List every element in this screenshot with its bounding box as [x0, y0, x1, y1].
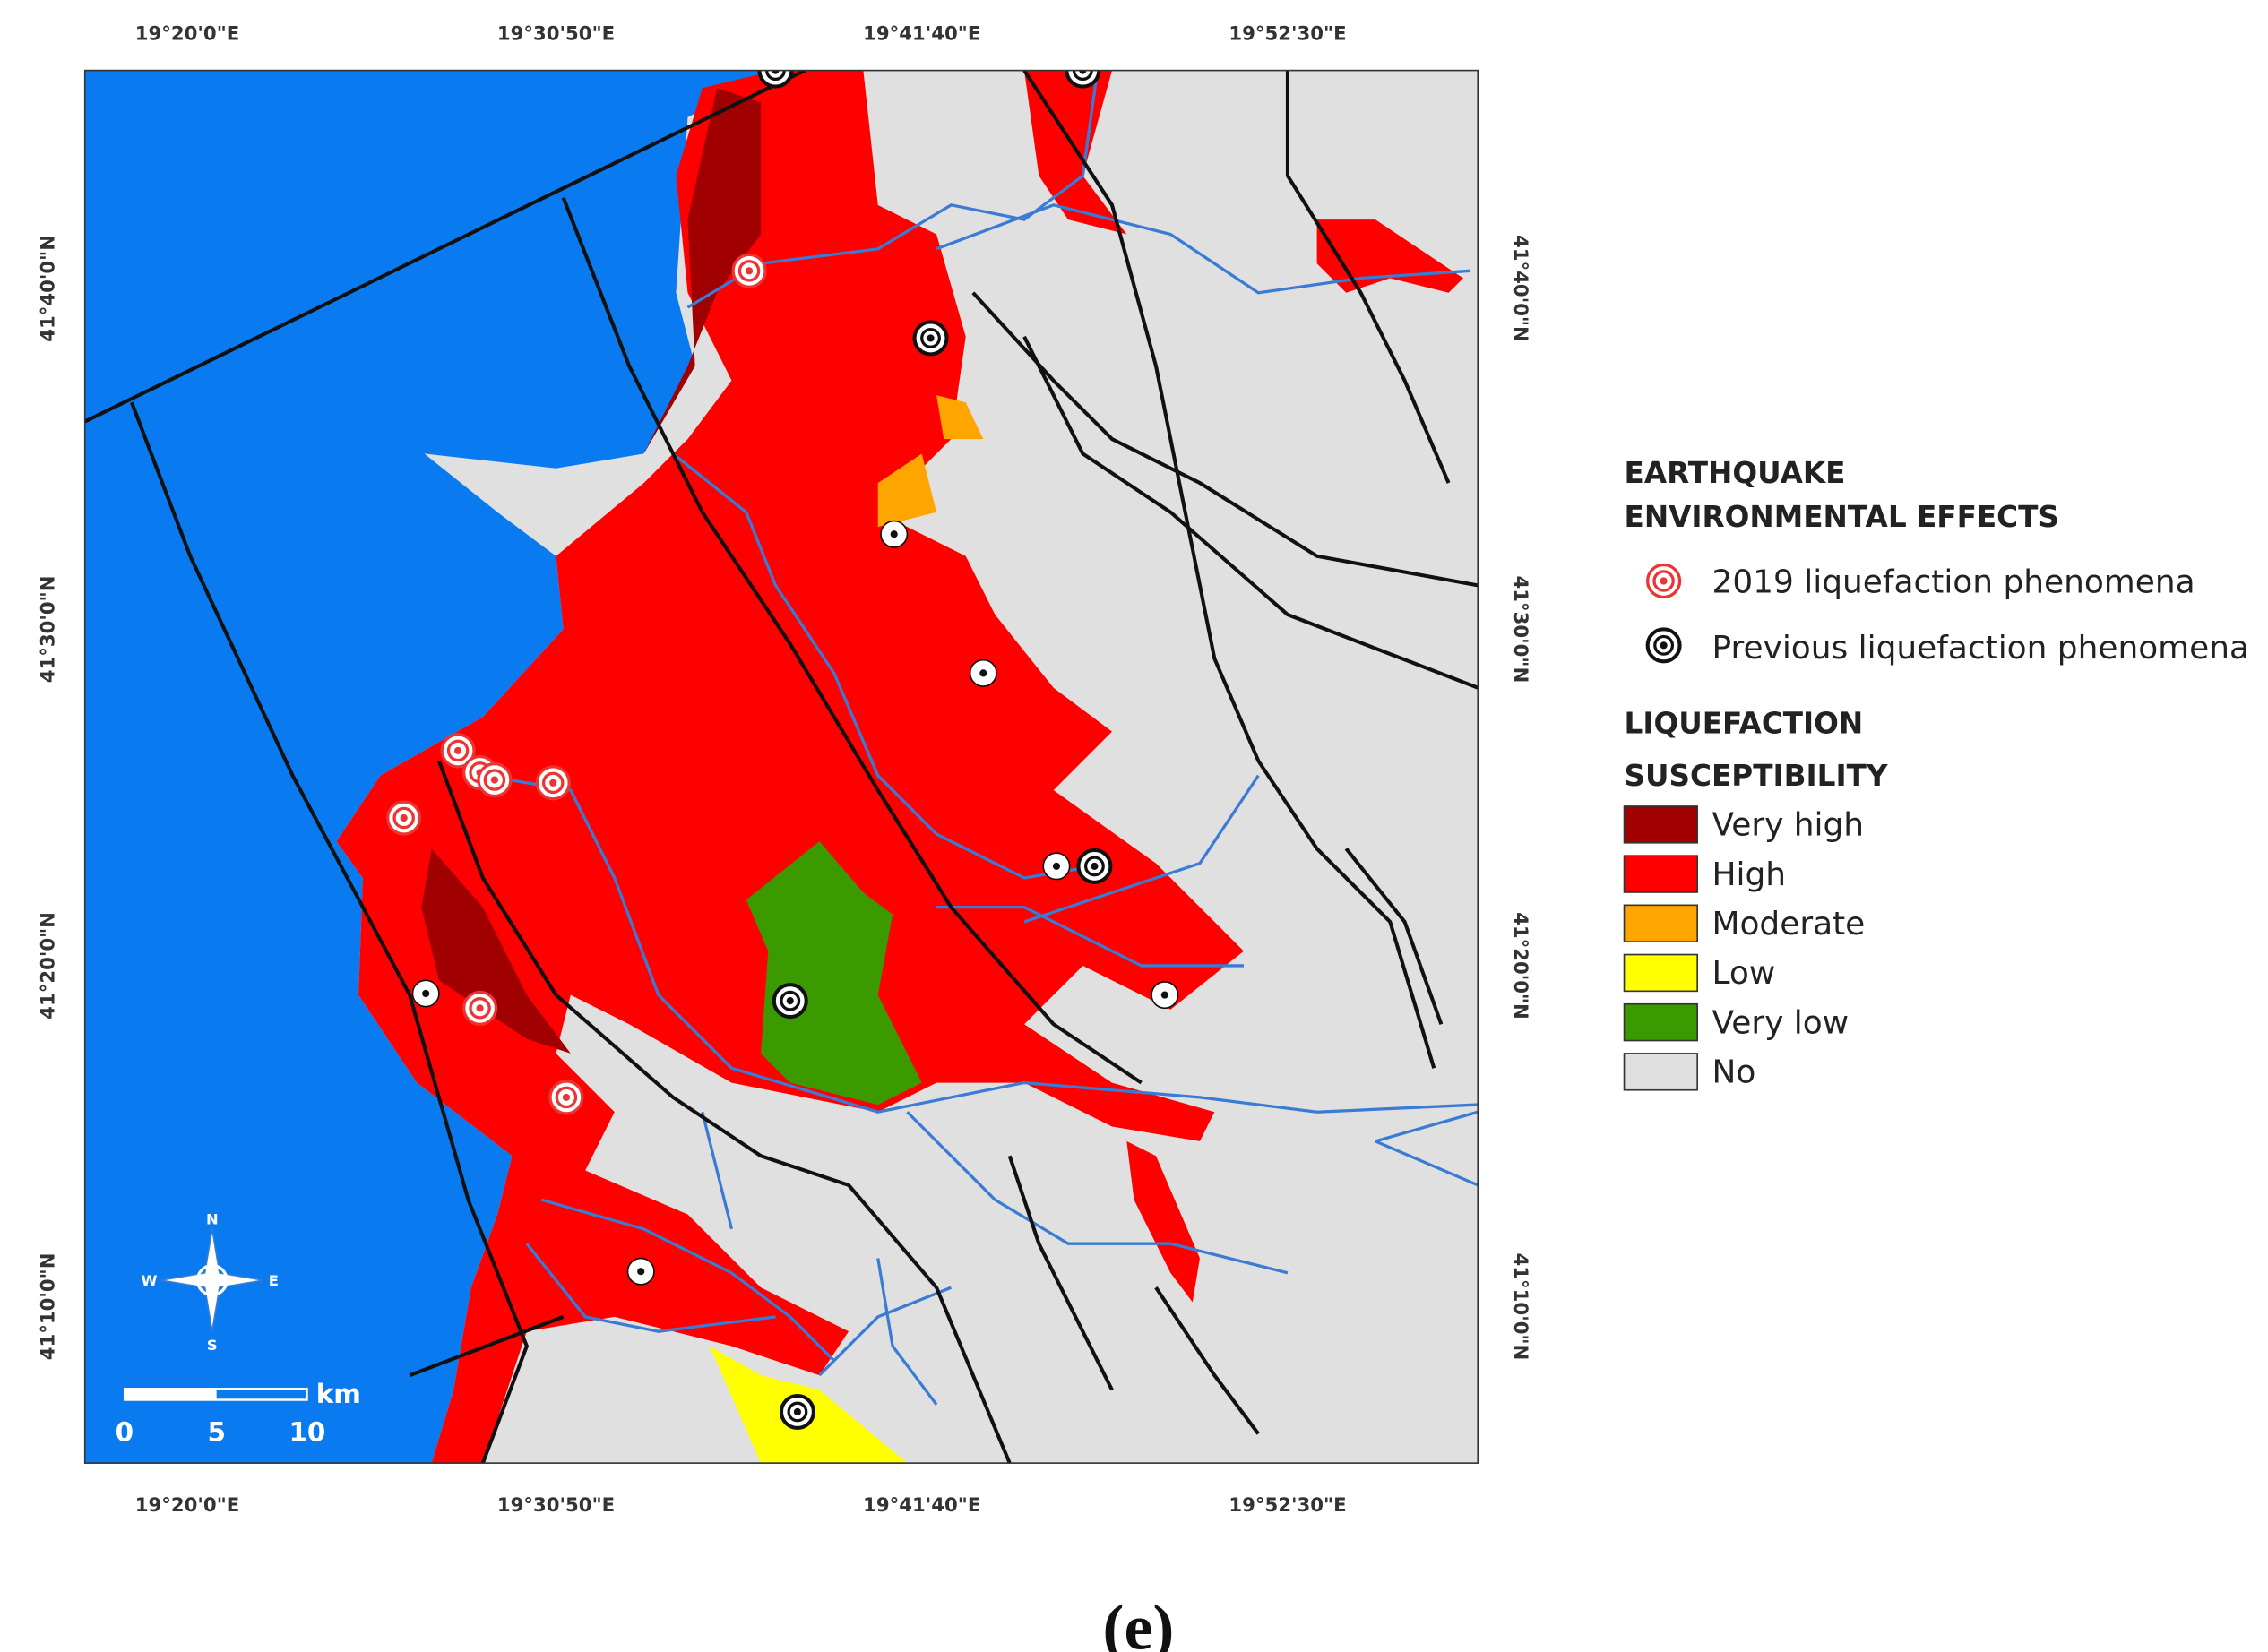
bottom-coordinate: 19°30'50"E	[497, 1494, 615, 1517]
legend-label: 2019 liquefaction phenomena	[1712, 564, 2195, 601]
legend-swatch	[1623, 953, 1698, 993]
legend-swatch	[1623, 805, 1698, 844]
compass-w: W	[142, 1272, 158, 1289]
scale-label: 5	[207, 1417, 225, 1448]
left-coordinate: 41°40'0"N	[37, 235, 59, 342]
sea	[84, 70, 776, 1464]
compass-n: N	[206, 1211, 219, 1228]
compass-e: E	[269, 1272, 279, 1289]
legend: EARTHQUAKE ENVIRONMENTAL EFFECTS 2019 li…	[1623, 456, 2249, 1091]
very-low-zone	[746, 841, 922, 1106]
scale-unit: km	[316, 1379, 361, 1409]
bottom-coordinate: 19°41'40"E	[863, 1494, 980, 1517]
high-zone	[336, 70, 1244, 1464]
legend-title: ENVIRONMENTAL EFFECTS	[1625, 500, 2059, 534]
legend-label: No	[1712, 1054, 1755, 1091]
legend-swatch	[1623, 1053, 1698, 1091]
scale-label: 0	[116, 1417, 134, 1448]
legend-label: High	[1712, 856, 1786, 893]
top-coordinate: 19°41'40"E	[863, 22, 980, 45]
high-zone	[1126, 1140, 1200, 1303]
legend-label: Low	[1712, 955, 1775, 992]
legend-label: Moderate	[1712, 906, 1865, 942]
legend-swatch	[1623, 855, 1698, 893]
bottom-coordinate: 19°20'0"E	[135, 1494, 239, 1517]
legend-swatch	[1623, 904, 1698, 942]
legend-title: LIQUEFACTION	[1625, 706, 1864, 740]
very-high-zone	[421, 848, 571, 1054]
moderate-zone	[877, 395, 984, 528]
bottom-coordinate: 19°52'30"E	[1229, 1494, 1346, 1517]
caption: (e)	[1103, 1592, 1175, 1652]
right-coordinate: 41°20'0"N	[1509, 912, 1531, 1020]
coordinate-labels: 19°20'0"E 19°20'0"E 19°30'50"E 19°30'50"E 19…	[37, 22, 1531, 1517]
right-coordinate: 41°30'0"N	[1509, 575, 1531, 683]
top-coordinate: 19°20'0"E	[135, 22, 239, 45]
legend-label: Previous liquefaction phenomena	[1712, 630, 2249, 667]
top-coordinate: 19°52'30"E	[1229, 22, 1346, 45]
map-frame	[83, 69, 1479, 1464]
scale-bar: 0 5 10 km	[116, 1379, 361, 1447]
legend-label: Very high	[1712, 807, 1864, 844]
legend-title: SUSCEPTIBILITY	[1625, 759, 1888, 793]
right-coordinate: 41°10'0"N	[1509, 1253, 1531, 1361]
very-high-zone	[643, 88, 762, 454]
legend-label: Very low	[1712, 1004, 1849, 1041]
left-coordinate: 41°20'0"N	[37, 912, 59, 1020]
legend-title: EARTHQUAKE	[1625, 456, 1846, 490]
faults	[84, 70, 1479, 1464]
legend-swatch	[1623, 1002, 1698, 1042]
left-coordinate: 41°10'0"N	[37, 1253, 59, 1361]
scale-label: 10	[289, 1417, 325, 1448]
right-coordinate: 41°40'0"N	[1509, 235, 1531, 342]
map: N S E W 0 5 10 km	[84, 70, 1479, 1464]
top-coordinate: 19°30'50"E	[497, 22, 615, 45]
left-coordinate: 41°30'0"N	[37, 575, 59, 683]
rivers	[482, 70, 1479, 1406]
compass-s: S	[207, 1337, 218, 1354]
compass: N S E W	[142, 1211, 279, 1354]
